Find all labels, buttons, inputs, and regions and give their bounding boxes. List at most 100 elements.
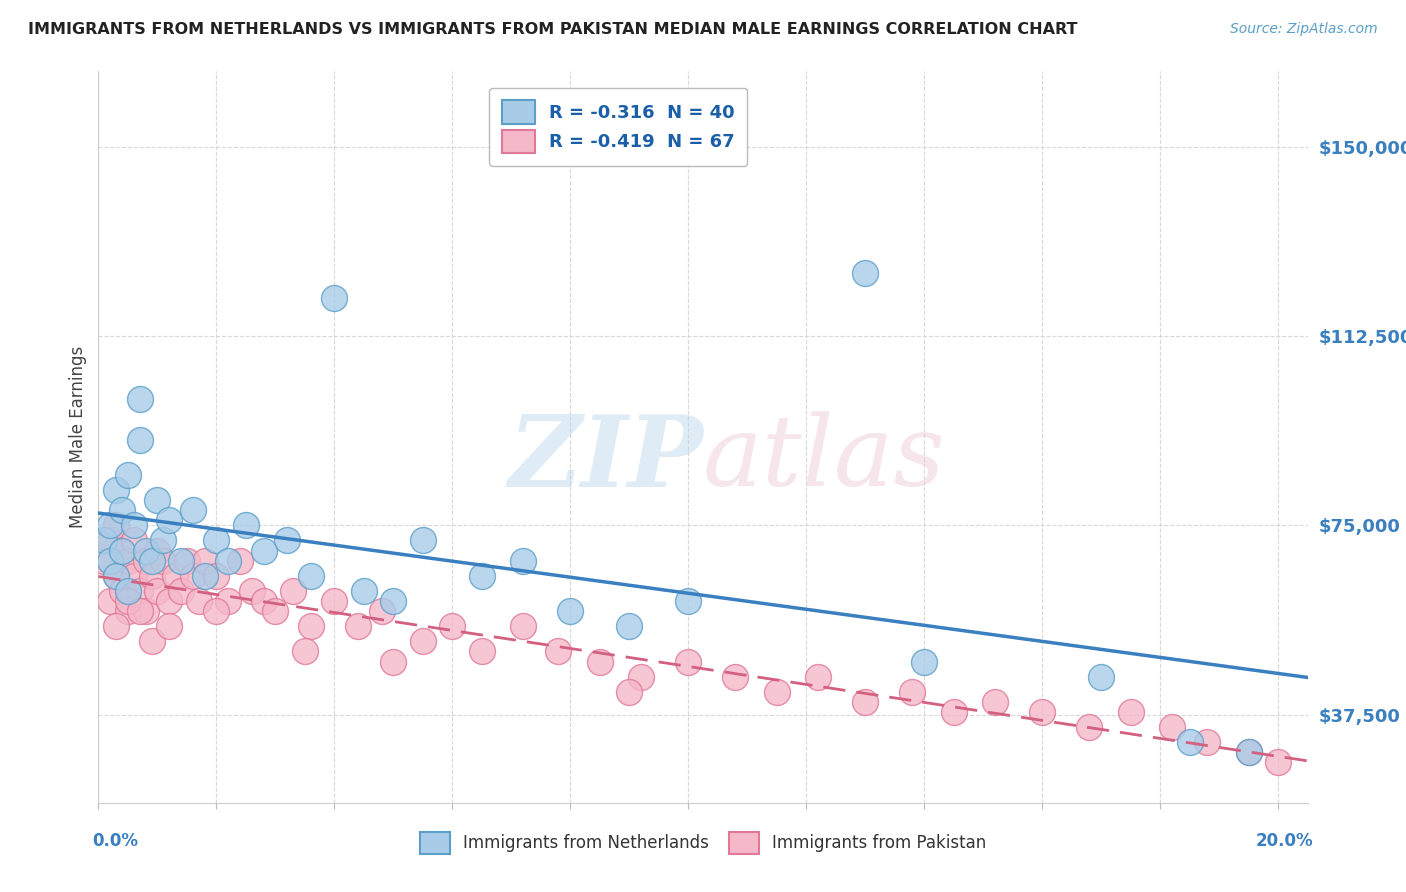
Point (135, 543, 157, 558)
Point (111, 503, 134, 517)
Point (98, 518, 121, 533)
Point (589, 655, 612, 669)
Point (93, 554, 115, 568)
Point (146, 493, 169, 508)
Point (1237, 745, 1260, 759)
Point (765, 685, 787, 699)
Point (170, 554, 193, 568)
Point (619, 685, 641, 699)
Legend: Immigrants from Netherlands, Immigrants from Pakistan: Immigrants from Netherlands, Immigrants … (413, 826, 993, 860)
Point (412, 634, 434, 648)
Point (194, 569, 217, 583)
Point (122, 533, 145, 548)
Point (217, 554, 239, 568)
Point (1197, 735, 1219, 749)
Text: Source: ZipAtlas.com: Source: ZipAtlas.com (1230, 22, 1378, 37)
Point (1178, 735, 1201, 749)
Point (98, 554, 121, 568)
Point (141, 569, 163, 583)
Point (382, 594, 405, 608)
Point (105, 569, 128, 583)
Point (176, 554, 198, 568)
Point (807, 670, 830, 684)
Text: 20.0%: 20.0% (1256, 832, 1313, 850)
Point (229, 554, 252, 568)
Point (299, 569, 322, 583)
Point (165, 569, 187, 583)
Point (1031, 705, 1053, 719)
Point (942, 705, 965, 719)
Text: 0.0%: 0.0% (93, 832, 138, 850)
Point (157, 619, 180, 633)
Point (152, 554, 174, 568)
Point (217, 594, 239, 608)
Point (382, 655, 405, 669)
Point (105, 619, 128, 633)
Point (724, 670, 747, 684)
Point (853, 695, 876, 709)
Point (93, 533, 115, 548)
Point (560, 604, 582, 618)
Point (157, 594, 180, 608)
Point (901, 685, 924, 699)
Point (299, 619, 322, 633)
Point (117, 604, 139, 618)
Point (141, 554, 163, 568)
Point (240, 583, 263, 598)
Point (412, 533, 434, 548)
Point (235, 518, 257, 533)
Point (117, 583, 139, 598)
Point (122, 518, 145, 533)
Point (146, 543, 169, 558)
Point (471, 644, 494, 658)
Point (141, 634, 163, 648)
Point (111, 583, 134, 598)
Point (512, 554, 534, 568)
Point (370, 604, 392, 618)
Point (630, 670, 652, 684)
Point (281, 583, 304, 598)
Point (678, 594, 700, 608)
Point (471, 569, 494, 583)
Point (205, 604, 228, 618)
Point (1090, 670, 1112, 684)
Point (98, 594, 121, 608)
Point (135, 604, 157, 618)
Point (276, 533, 298, 548)
Point (252, 543, 274, 558)
Point (1237, 745, 1260, 759)
Point (122, 569, 145, 583)
Point (1267, 756, 1289, 770)
Point (912, 655, 935, 669)
Point (105, 483, 128, 497)
Text: ZIP: ZIP (509, 411, 704, 508)
Point (170, 583, 193, 598)
Point (117, 594, 139, 608)
Point (1161, 720, 1184, 734)
Point (194, 554, 217, 568)
Point (117, 554, 139, 568)
Point (135, 554, 157, 568)
Point (619, 619, 641, 633)
Point (205, 569, 228, 583)
Point (1078, 720, 1101, 734)
Point (105, 518, 128, 533)
Point (678, 655, 700, 669)
Point (353, 583, 375, 598)
Point (128, 583, 150, 598)
Point (111, 543, 134, 558)
Point (323, 594, 346, 608)
Point (512, 619, 534, 633)
Point (98, 533, 121, 548)
Point (181, 503, 204, 517)
Point (152, 533, 174, 548)
Point (441, 619, 464, 633)
Point (1119, 705, 1142, 719)
Text: IMMIGRANTS FROM NETHERLANDS VS IMMIGRANTS FROM PAKISTAN MEDIAN MALE EARNINGS COR: IMMIGRANTS FROM NETHERLANDS VS IMMIGRANT… (28, 22, 1077, 37)
Point (252, 594, 274, 608)
Point (181, 569, 204, 583)
Point (294, 644, 316, 658)
Point (984, 695, 1007, 709)
Point (157, 513, 180, 527)
Point (105, 569, 128, 583)
